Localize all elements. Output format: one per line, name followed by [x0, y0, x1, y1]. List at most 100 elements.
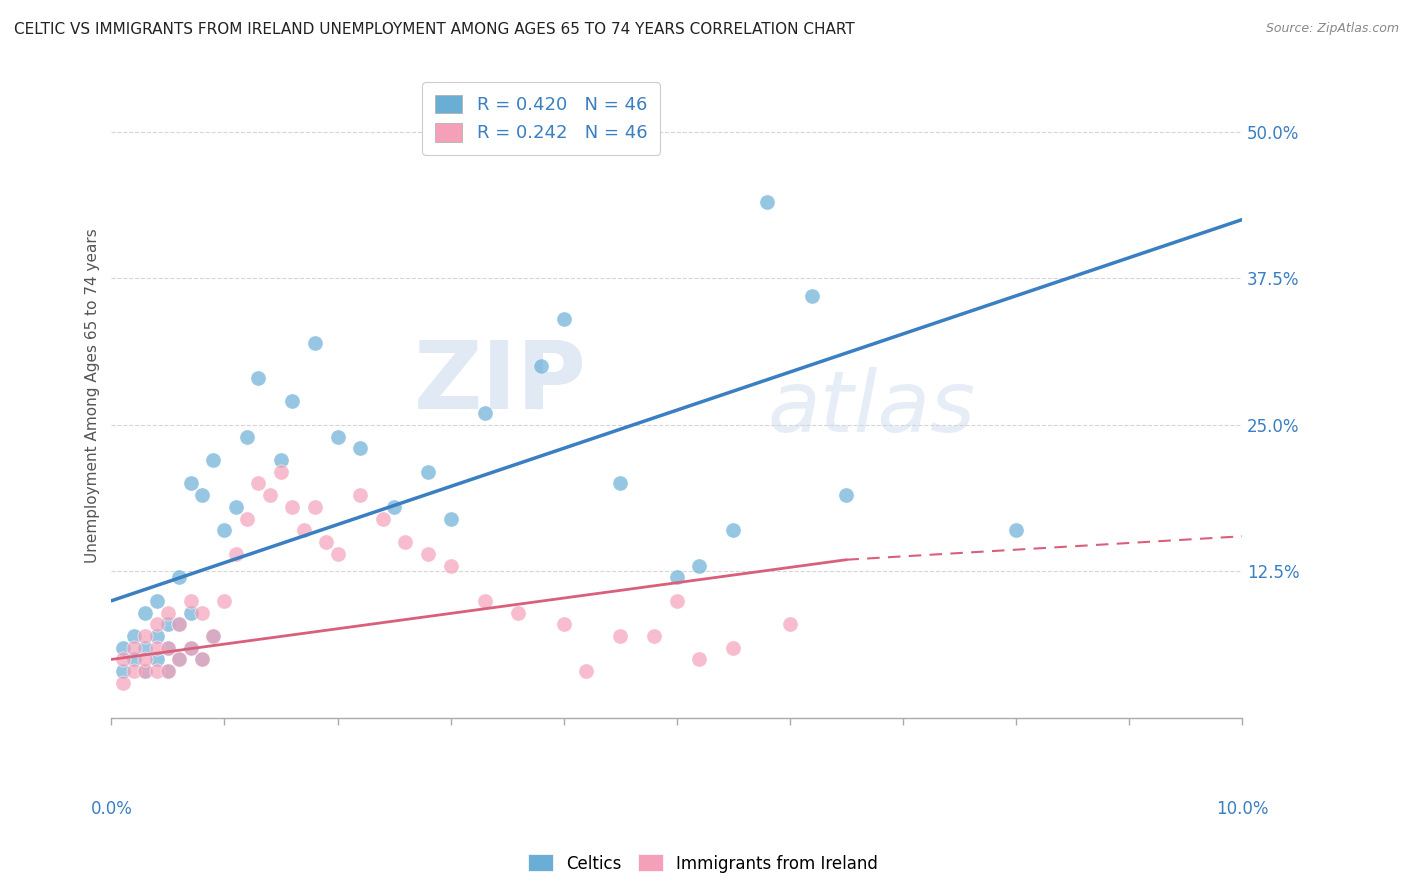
Point	[835, 488, 858, 502]
Point	[756, 194, 779, 209]
Point	[474, 594, 496, 608]
Point	[134, 629, 156, 643]
Point	[202, 453, 225, 467]
Point	[180, 476, 202, 491]
Y-axis label: Unemployment Among Ages 65 to 74 years: Unemployment Among Ages 65 to 74 years	[86, 228, 100, 563]
Point	[134, 664, 156, 678]
Point	[688, 558, 710, 573]
Point	[214, 594, 236, 608]
Point	[191, 652, 214, 666]
Text: ZIP: ZIP	[413, 336, 586, 429]
Point	[225, 547, 247, 561]
Point	[236, 511, 259, 525]
Point	[134, 640, 156, 655]
Point	[191, 606, 214, 620]
Point	[723, 640, 745, 655]
Point	[723, 524, 745, 538]
Point	[247, 476, 270, 491]
Point	[553, 312, 575, 326]
Point	[349, 442, 371, 456]
Point	[111, 664, 134, 678]
Point	[292, 524, 315, 538]
Point	[145, 640, 167, 655]
Point	[440, 558, 463, 573]
Point	[326, 429, 349, 443]
Point	[609, 629, 631, 643]
Point	[122, 664, 145, 678]
Point	[508, 606, 530, 620]
Point	[202, 629, 225, 643]
Point	[134, 664, 156, 678]
Point	[134, 606, 156, 620]
Point	[145, 629, 167, 643]
Point	[553, 617, 575, 632]
Point	[156, 640, 179, 655]
Point	[111, 640, 134, 655]
Point	[394, 535, 416, 549]
Point	[326, 547, 349, 561]
Point	[214, 524, 236, 538]
Point	[236, 429, 259, 443]
Point	[281, 500, 304, 514]
Point	[180, 606, 202, 620]
Point	[643, 629, 665, 643]
Point	[145, 652, 167, 666]
Point	[779, 617, 801, 632]
Point	[156, 664, 179, 678]
Point	[167, 652, 190, 666]
Point	[382, 500, 405, 514]
Point	[688, 652, 710, 666]
Point	[180, 640, 202, 655]
Point	[167, 570, 190, 584]
Point	[167, 652, 190, 666]
Point	[145, 664, 167, 678]
Text: 10.0%: 10.0%	[1216, 800, 1268, 818]
Point	[416, 465, 439, 479]
Point	[134, 652, 156, 666]
Point	[1005, 524, 1028, 538]
Point	[145, 594, 167, 608]
Point	[202, 629, 225, 643]
Text: 0.0%: 0.0%	[90, 800, 132, 818]
Point	[167, 617, 190, 632]
Legend: R = 0.420   N = 46, R = 0.242   N = 46: R = 0.420 N = 46, R = 0.242 N = 46	[422, 82, 659, 155]
Point	[122, 640, 145, 655]
Text: atlas: atlas	[768, 367, 976, 450]
Text: Source: ZipAtlas.com: Source: ZipAtlas.com	[1265, 22, 1399, 36]
Point	[349, 488, 371, 502]
Point	[167, 617, 190, 632]
Point	[270, 453, 292, 467]
Point	[111, 652, 134, 666]
Point	[270, 465, 292, 479]
Point	[530, 359, 553, 374]
Point	[156, 664, 179, 678]
Point	[259, 488, 281, 502]
Point	[304, 500, 326, 514]
Text: CELTIC VS IMMIGRANTS FROM IRELAND UNEMPLOYMENT AMONG AGES 65 TO 74 YEARS CORRELA: CELTIC VS IMMIGRANTS FROM IRELAND UNEMPL…	[14, 22, 855, 37]
Point	[145, 617, 167, 632]
Point	[575, 664, 598, 678]
Point	[801, 289, 824, 303]
Point	[474, 406, 496, 420]
Point	[225, 500, 247, 514]
Point	[156, 606, 179, 620]
Point	[281, 394, 304, 409]
Point	[180, 594, 202, 608]
Point	[180, 640, 202, 655]
Point	[156, 640, 179, 655]
Point	[665, 570, 688, 584]
Point	[609, 476, 631, 491]
Point	[191, 488, 214, 502]
Point	[111, 676, 134, 690]
Point	[371, 511, 394, 525]
Point	[122, 652, 145, 666]
Point	[416, 547, 439, 561]
Point	[247, 371, 270, 385]
Point	[122, 629, 145, 643]
Point	[440, 511, 463, 525]
Point	[304, 335, 326, 350]
Point	[156, 617, 179, 632]
Point	[665, 594, 688, 608]
Point	[191, 652, 214, 666]
Legend: Celtics, Immigrants from Ireland: Celtics, Immigrants from Ireland	[522, 847, 884, 880]
